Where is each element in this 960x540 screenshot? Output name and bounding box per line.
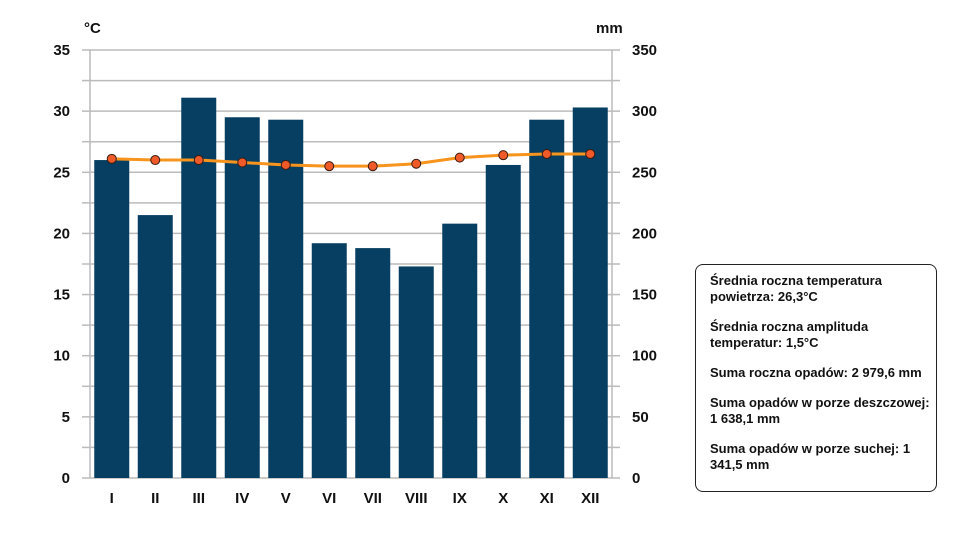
month-label: VI <box>322 490 336 507</box>
month-label: X <box>498 490 508 507</box>
precip-bar <box>268 119 304 479</box>
precip-bar <box>398 266 434 478</box>
temperature-point <box>411 158 422 169</box>
temperature-point <box>367 161 378 172</box>
precip-bar <box>442 223 478 478</box>
precip-bar <box>181 97 217 478</box>
temperature-point <box>193 155 204 166</box>
month-label: VIII <box>405 490 428 507</box>
y-axis-label-left: °C <box>84 20 101 37</box>
y-axis-label-right: mm <box>596 20 623 37</box>
month-label: V <box>281 490 291 507</box>
tick-label-left: 20 <box>53 225 70 242</box>
tick-label-left: 25 <box>53 164 70 181</box>
precip-bar <box>137 215 173 479</box>
precip-bar <box>485 164 521 478</box>
month-label: IX <box>453 490 467 507</box>
info-box: Średnia roczna temperatura powietrza: 26… <box>695 264 937 492</box>
temperature-point <box>324 161 335 172</box>
tick-label-left: 5 <box>62 409 70 426</box>
tick-label-right: 100 <box>632 348 657 365</box>
info-mean-temp: Średnia roczna temperatura powietrza: 26… <box>710 273 882 304</box>
month-label: I <box>110 490 114 507</box>
month-label: III <box>192 490 205 507</box>
precip-bar <box>355 248 391 478</box>
tick-label-left: 0 <box>62 470 70 487</box>
precip-bar <box>529 119 565 479</box>
temperature-point <box>106 153 117 164</box>
precip-bar <box>224 117 260 478</box>
info-annual-precip: Suma roczna opadów: 2 979,6 mm <box>710 365 922 380</box>
tick-label-right: 50 <box>632 409 649 426</box>
precip-bar <box>572 107 608 478</box>
info-rainy-precip: Suma opadów w porze deszczowej: 1 638,1 … <box>710 395 930 426</box>
tick-label-left: 10 <box>53 348 70 365</box>
tick-label-right: 300 <box>632 103 657 120</box>
month-label: II <box>151 490 159 507</box>
tick-label-right: 200 <box>632 225 657 242</box>
info-amplitude: Średnia roczna amplituda temperatur: 1,5… <box>710 319 869 350</box>
month-label: VII <box>364 490 382 507</box>
precip-bar <box>311 243 347 478</box>
month-label: IV <box>235 490 249 507</box>
temperature-point <box>541 148 552 159</box>
tick-label-right: 250 <box>632 164 657 181</box>
tick-label-left: 35 <box>53 42 70 59</box>
tick-label-right: 150 <box>632 287 657 304</box>
precip-bar <box>94 160 130 479</box>
temperature-point <box>280 159 291 170</box>
temperature-point <box>585 148 596 159</box>
temperature-point <box>150 155 161 166</box>
info-dry-precip: Suma opadów w porze suchej: 1 341,5 mm <box>710 441 911 472</box>
tick-label-left: 30 <box>53 103 70 120</box>
month-label: XI <box>540 490 554 507</box>
temperature-line <box>111 152 591 168</box>
temperature-point <box>498 150 509 161</box>
month-label: XII <box>581 490 599 507</box>
tick-label-right: 350 <box>632 42 657 59</box>
tick-label-left: 15 <box>53 287 70 304</box>
temperature-point <box>454 152 465 163</box>
temperature-point <box>237 157 248 168</box>
tick-label-right: 0 <box>632 470 640 487</box>
